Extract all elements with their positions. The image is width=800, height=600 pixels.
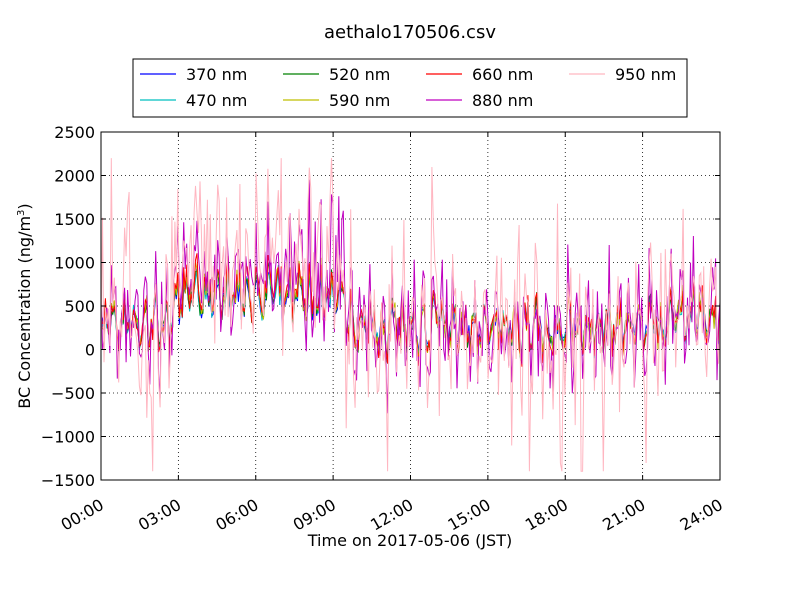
y-tick-label: 0	[85, 341, 95, 360]
y-tick-label: 2000	[54, 167, 95, 186]
y-tick-label: −1000	[41, 428, 95, 447]
y-tick-label: −1500	[41, 471, 95, 490]
y-tick-label: −500	[51, 384, 95, 403]
y-tick-label: 2500	[54, 123, 95, 142]
y-tick-label: 500	[64, 297, 95, 316]
chart-title: aethalo170506.csv	[324, 22, 496, 43]
y-tick-label: 1500	[54, 210, 95, 229]
y-axis-label: BC Concentration (ng/m3)	[15, 203, 34, 408]
legend-label: 880 nm	[472, 91, 533, 110]
x-axis-label: Time on 2017-05-06 (JST)	[307, 531, 512, 550]
legend-label: 370 nm	[186, 65, 247, 84]
legend-label: 660 nm	[472, 65, 533, 84]
series-layer	[100, 158, 721, 472]
legend-label: 470 nm	[186, 91, 247, 110]
legend-label: 520 nm	[329, 65, 390, 84]
legend-box	[132, 58, 688, 118]
series-line-950-nm	[100, 158, 721, 472]
legend-label: 590 nm	[329, 91, 390, 110]
legend: 370 nm 470 nm 520 nm 590 nm 660 nm 880 nm 950 …	[132, 58, 688, 118]
y-tick-label: 1000	[54, 254, 95, 273]
legend-label: 950 nm	[615, 65, 676, 84]
